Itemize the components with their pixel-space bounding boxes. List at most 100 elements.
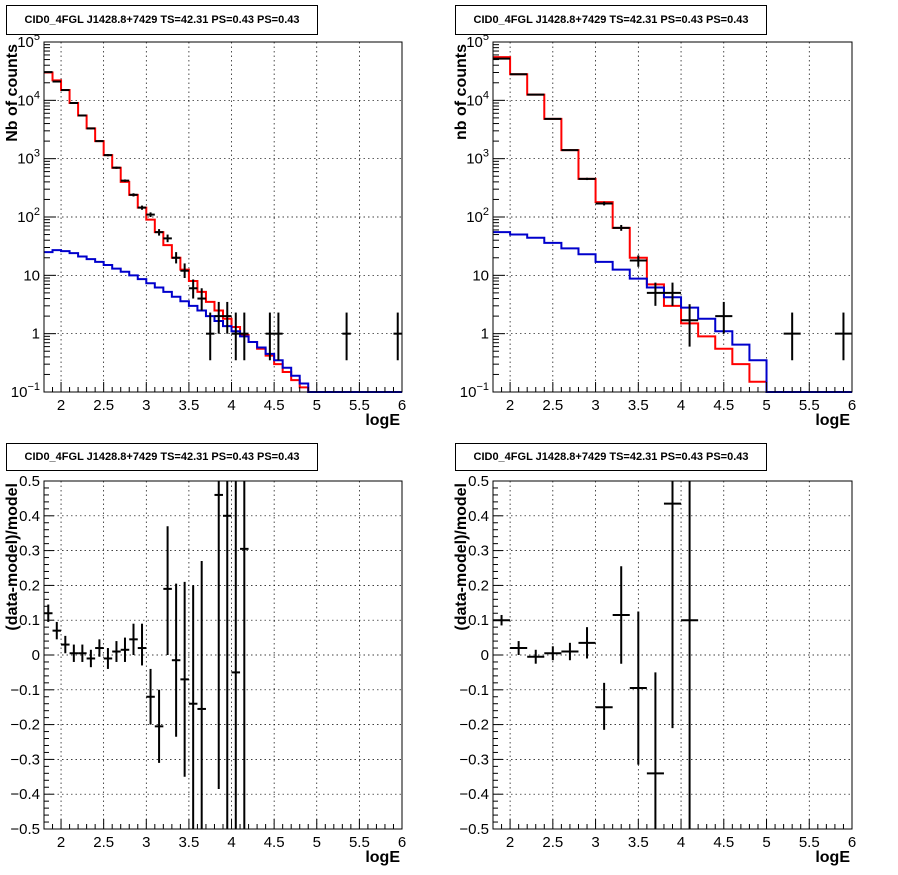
plot-title-bottom-right: CID0_4FGL J1428.8+7429 TS=42.31 PS=0.43 …	[455, 443, 767, 471]
data-point	[146, 212, 155, 217]
x-tick-label: 5	[313, 834, 321, 851]
plot-area-top-left	[44, 42, 402, 392]
y-tick-label: 103	[17, 148, 40, 168]
data-point	[52, 621, 62, 640]
x-tick-label: 3.5	[178, 397, 199, 414]
x-tick-label: 6	[848, 397, 856, 414]
y-tick-label: −0.4	[459, 786, 489, 803]
data-point	[240, 481, 249, 829]
data-point	[78, 644, 87, 662]
data-point	[154, 229, 164, 236]
y-tick-label: 102	[17, 206, 40, 226]
data-point	[205, 312, 215, 361]
data-point	[180, 263, 189, 279]
data-point	[527, 649, 545, 664]
x-axis-label: logE	[815, 849, 850, 866]
x-tick-label: 5	[762, 397, 770, 414]
y-axis-label: nb of counts	[453, 44, 470, 140]
data-point	[646, 282, 664, 306]
x-axis-label: logE	[815, 412, 850, 429]
x-tick-label: 2.5	[93, 397, 114, 414]
x-tick-label: 3	[591, 397, 599, 414]
data-point	[95, 639, 104, 657]
y-tick-label: −0.4	[10, 786, 40, 803]
data-point	[137, 205, 147, 210]
data-point	[86, 649, 96, 668]
data-point	[612, 566, 630, 664]
y-tick-label: 10	[23, 267, 40, 284]
x-axis-label: logE	[365, 412, 400, 429]
data-point	[69, 644, 79, 662]
data-point	[223, 481, 232, 829]
plot-area-top-right	[493, 42, 852, 392]
data-point	[629, 611, 647, 765]
y-tick-label: 10	[472, 267, 489, 284]
y-tick-label: 0.3	[468, 543, 489, 560]
data-point	[629, 255, 647, 267]
data-point	[595, 682, 613, 730]
y-tick-label: 103	[466, 148, 489, 168]
data-point	[595, 201, 613, 206]
data-point	[240, 312, 249, 361]
x-tick-label: 2	[57, 397, 65, 414]
data-point	[52, 80, 62, 83]
y-tick-label: 10−1	[11, 381, 40, 401]
data-point	[197, 561, 206, 829]
x-tick-label: 3.5	[628, 834, 649, 851]
y-tick-label: 105	[17, 31, 40, 51]
data-point	[561, 149, 579, 152]
data-point	[834, 312, 852, 361]
x-tick-label: 4	[227, 397, 235, 414]
data-point	[663, 282, 682, 306]
x-tick-label: 4.5	[264, 834, 285, 851]
data-point	[578, 627, 596, 659]
x-tick-label: 2	[506, 834, 514, 851]
x-tick-label: 3	[142, 834, 150, 851]
x-tick-label: 5.5	[349, 397, 370, 414]
data-point	[342, 312, 351, 361]
y-tick-label: 104	[466, 89, 489, 109]
x-tick-label: 4	[677, 834, 685, 851]
data-point	[510, 73, 528, 76]
y-tick-label: 0.1	[19, 612, 40, 629]
x-tick-label: 4	[227, 834, 235, 851]
y-tick-label: −0.1	[459, 682, 489, 699]
y-tick-label: −0.5	[459, 821, 489, 838]
data-point	[112, 166, 121, 169]
data-point	[715, 301, 733, 334]
data-point	[163, 526, 172, 655]
data-point	[120, 179, 130, 182]
data-point	[61, 635, 70, 654]
data-point	[578, 177, 596, 181]
data-point	[146, 668, 155, 725]
x-tick-label: 4.5	[264, 397, 285, 414]
y-tick-label: −0.2	[459, 717, 489, 734]
data-point	[393, 312, 402, 361]
data-point	[544, 117, 562, 120]
x-tick-label: 4.5	[713, 397, 734, 414]
data-point	[103, 648, 113, 669]
x-tick-label: 2	[57, 834, 65, 851]
y-tick-label: 1	[481, 326, 489, 343]
y-tick-label: 0	[481, 647, 489, 664]
y-tick-label: −0.2	[10, 717, 40, 734]
x-tick-label: 2	[506, 397, 514, 414]
data-point	[214, 481, 223, 789]
y-tick-label: 0.2	[19, 577, 40, 594]
x-tick-label: 6	[398, 397, 406, 414]
data-point	[137, 623, 147, 666]
data-point	[171, 252, 181, 264]
data-point	[231, 481, 241, 829]
data-point	[120, 637, 130, 662]
data-point	[783, 312, 801, 361]
y-tick-label: −0.3	[459, 751, 489, 768]
data-point	[223, 301, 232, 334]
plot-title-bottom-left: CID0_4FGL J1428.8+7429 TS=42.31 PS=0.43 …	[6, 443, 318, 471]
y-tick-label: 102	[466, 206, 489, 226]
data-point	[154, 689, 164, 763]
data-point	[86, 127, 96, 130]
